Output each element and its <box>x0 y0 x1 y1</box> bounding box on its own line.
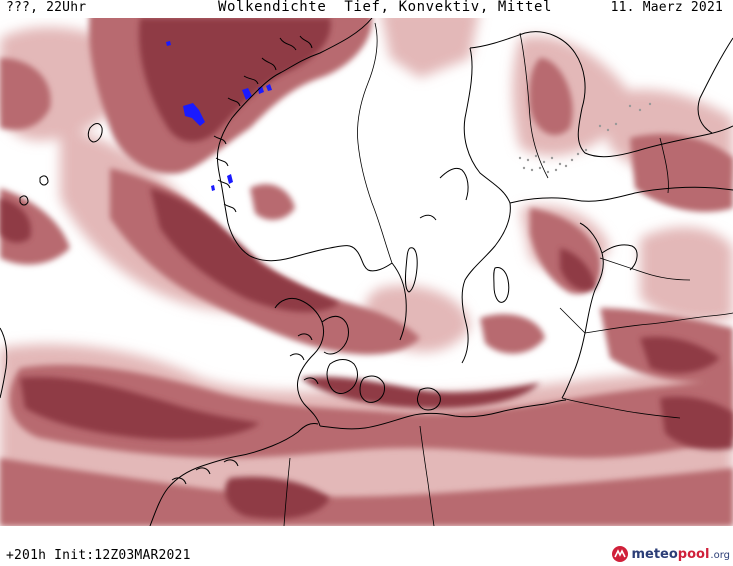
coastlines <box>0 18 733 526</box>
map-canvas <box>0 18 733 526</box>
brand-text-accent: pool <box>677 546 710 562</box>
map-title: Wolkendichte Tief, Konvektiv, Mittel <box>218 0 553 15</box>
country-borders <box>283 22 733 526</box>
meteopool-logo-icon <box>612 546 629 562</box>
forecast-date: 11. Maerz 2021 <box>610 0 723 15</box>
meteopool-logo-link[interactable]: meteo pool .org <box>611 544 730 564</box>
cloud-density-map <box>0 18 733 526</box>
finnish-archipelago <box>518 102 652 174</box>
model-run-label: +201h Init:12Z03MAR2021 <box>6 548 191 563</box>
valid-time-label: ???, 22Uhr <box>6 0 87 15</box>
brand-text-tld: .org <box>710 550 730 561</box>
footer-bar: +201h Init:12Z03MAR2021 meteo pool .org <box>0 540 733 566</box>
brand-text-main: meteo <box>631 546 678 562</box>
header-bar: ???, 22Uhr Wolkendichte Tief, Konvektiv,… <box>0 0 733 18</box>
